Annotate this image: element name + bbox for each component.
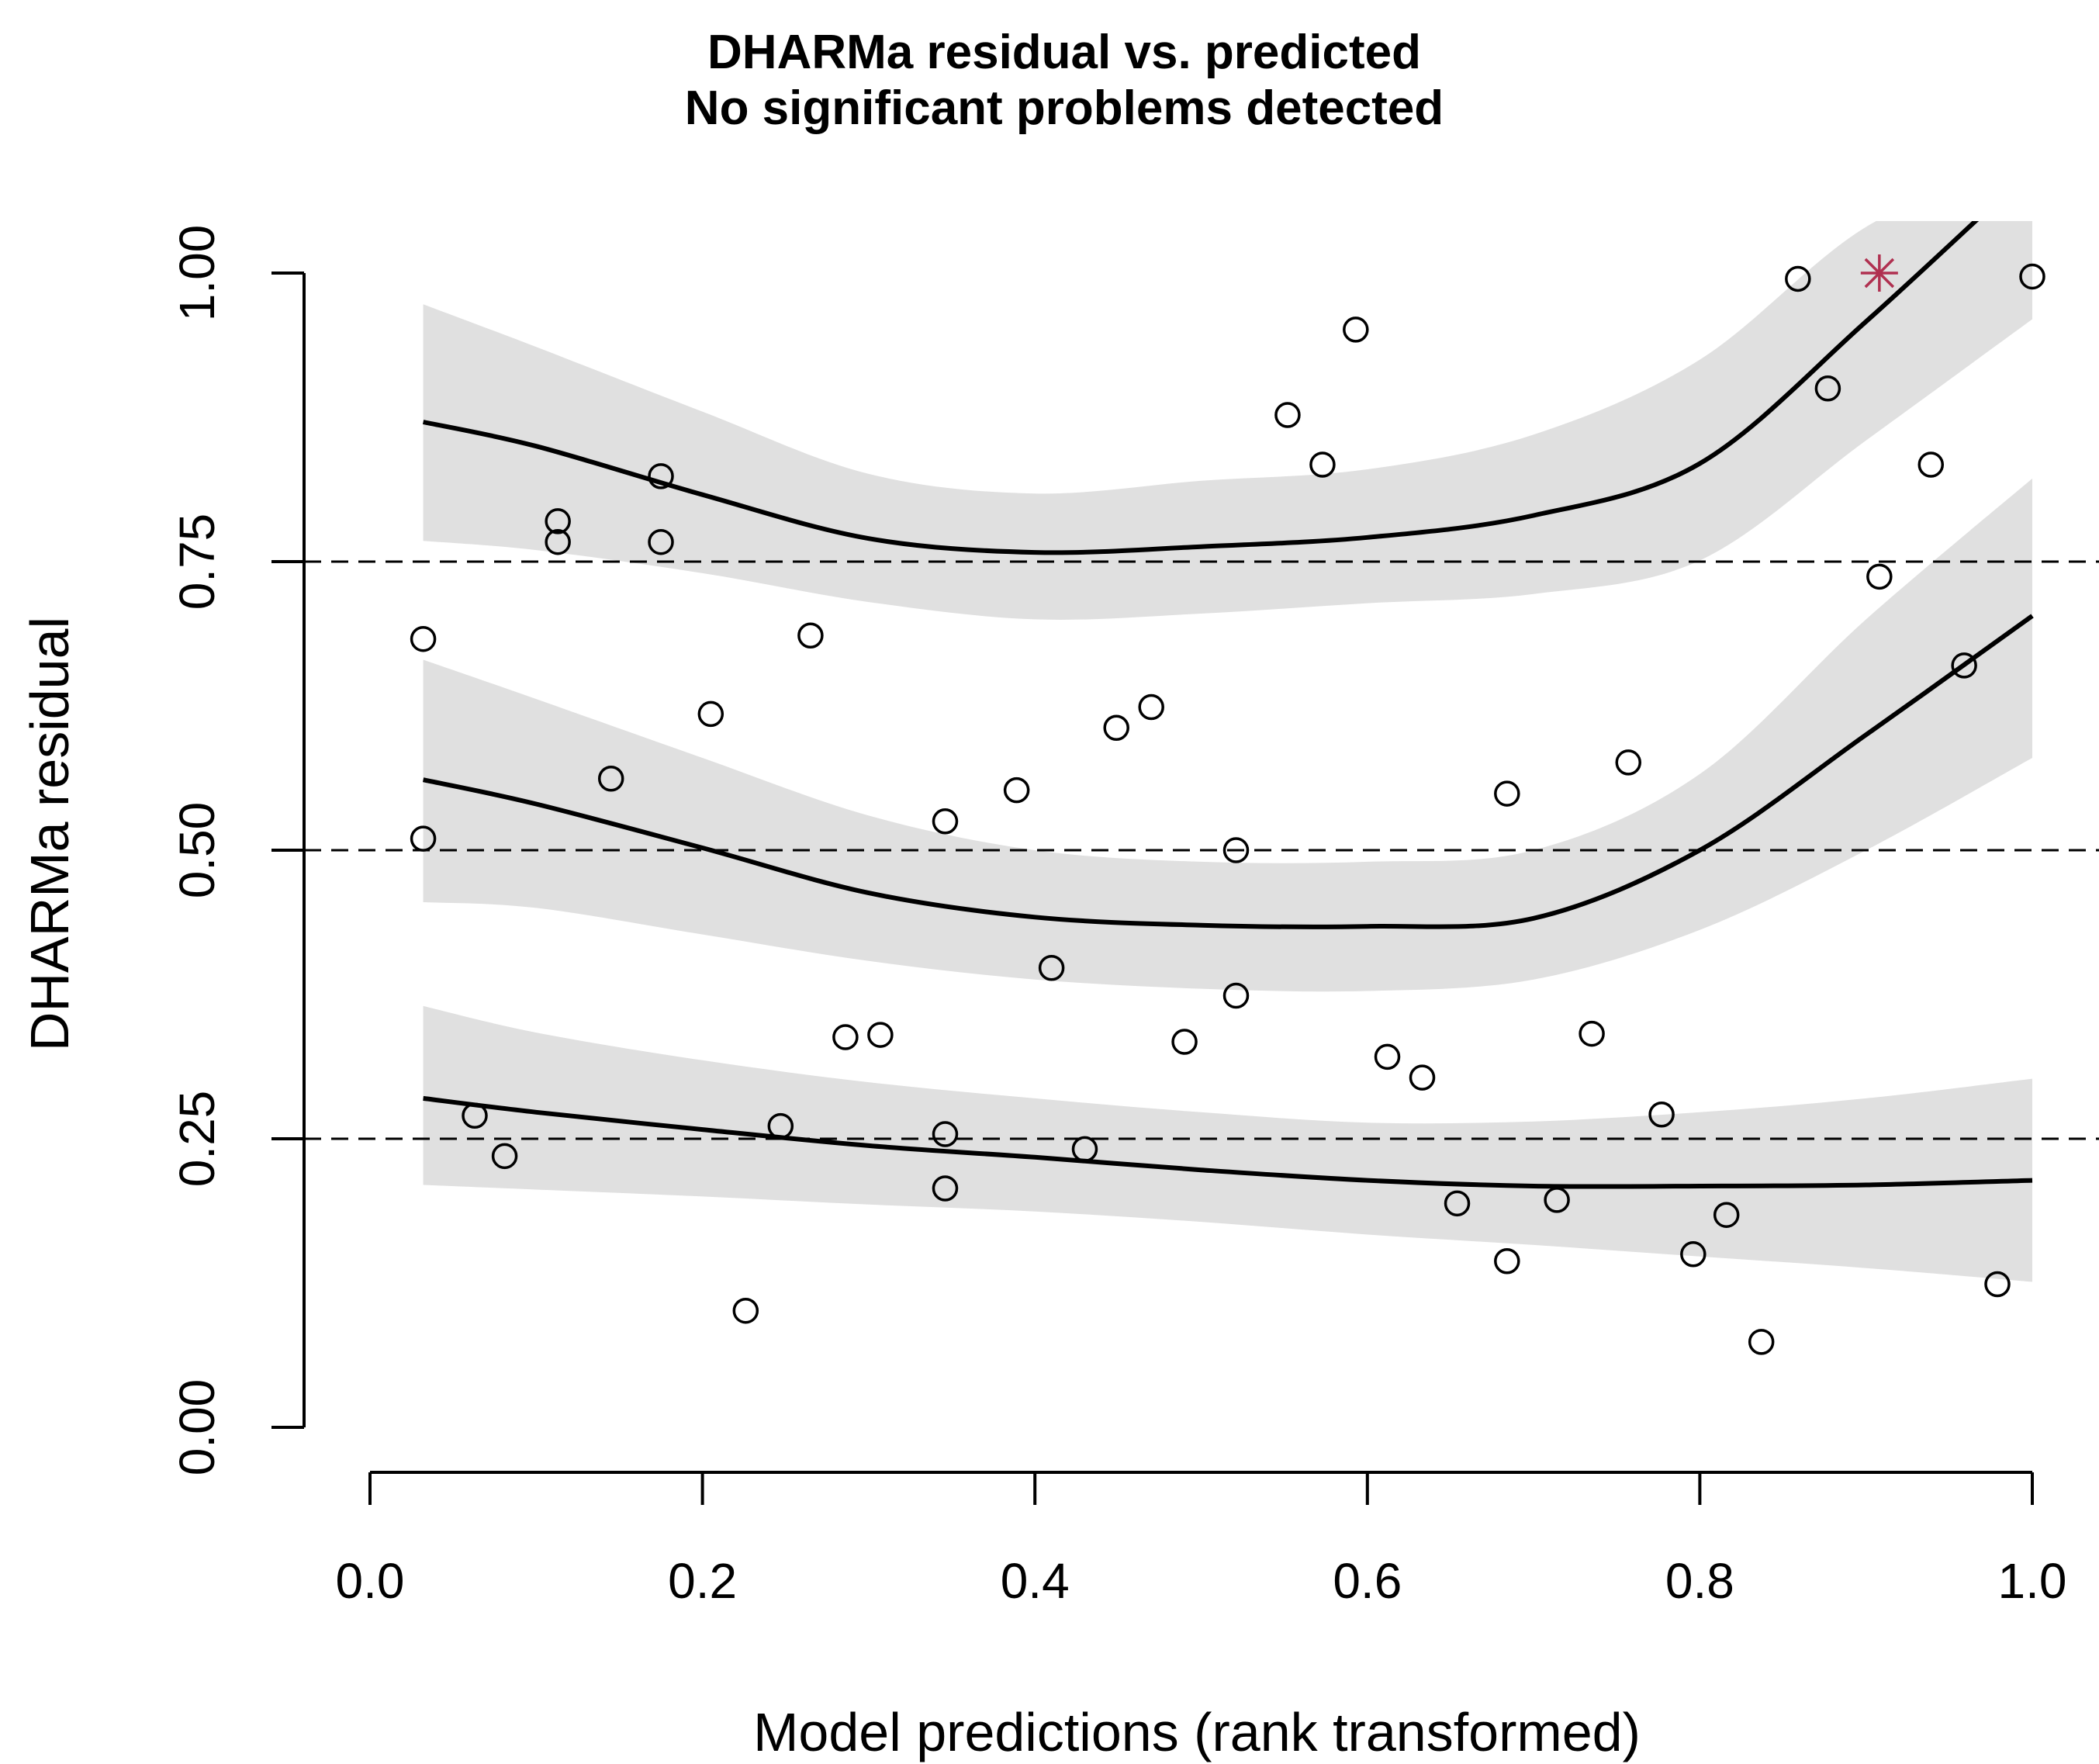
data-point bbox=[932, 1175, 959, 1202]
data-point bbox=[410, 625, 437, 652]
data-point bbox=[648, 528, 674, 555]
x-axis: 0.0 0.2 0.4 0.6 0.8 1.0 bbox=[336, 1471, 2067, 1609]
data-point bbox=[797, 622, 824, 649]
confidence-band-q0.5 bbox=[423, 478, 2032, 992]
data-point bbox=[1494, 780, 1520, 807]
x-tick-label: 0.8 bbox=[1665, 1553, 1734, 1609]
data-points bbox=[410, 263, 2045, 1355]
data-point bbox=[1544, 1187, 1570, 1213]
outlier-points bbox=[1860, 254, 1898, 292]
data-point bbox=[697, 700, 724, 728]
data-point bbox=[1274, 402, 1301, 428]
y-tick-label: 0.50 bbox=[169, 802, 225, 899]
data-point bbox=[1138, 693, 1164, 721]
data-point bbox=[648, 463, 674, 489]
quantile-curve-q0.75 bbox=[422, 221, 1980, 555]
data-point bbox=[1951, 652, 1977, 679]
x-tick-label: 1.0 bbox=[1998, 1553, 2067, 1609]
data-point bbox=[2019, 263, 2045, 290]
data-point bbox=[1222, 837, 1250, 863]
y-tick-label: 0.00 bbox=[169, 1379, 225, 1476]
data-point bbox=[1103, 714, 1129, 742]
data-point bbox=[1003, 777, 1030, 804]
data-point bbox=[1648, 1102, 1675, 1128]
data-point bbox=[597, 765, 624, 792]
x-tick-label: 0.0 bbox=[336, 1553, 405, 1609]
y-axis: 0.00 0.25 0.50 0.75 1.00 bbox=[169, 225, 306, 1476]
data-point bbox=[1409, 1064, 1436, 1091]
outlier-star bbox=[1860, 254, 1898, 292]
data-point bbox=[1444, 1190, 1471, 1217]
x-tick-label: 0.6 bbox=[1333, 1553, 1402, 1609]
data-point bbox=[1222, 982, 1250, 1009]
data-point bbox=[1494, 1247, 1520, 1275]
data-point bbox=[1713, 1202, 1740, 1228]
data-point bbox=[932, 808, 959, 835]
data-point bbox=[1814, 375, 1841, 402]
x-tick-label: 0.2 bbox=[668, 1553, 737, 1609]
data-point bbox=[932, 1121, 959, 1147]
data-point bbox=[410, 825, 437, 852]
y-tick-label: 1.00 bbox=[169, 225, 225, 322]
data-point bbox=[1680, 1241, 1707, 1268]
y-tick-label: 0.25 bbox=[169, 1091, 225, 1188]
data-point bbox=[462, 1102, 488, 1129]
data-point bbox=[1785, 265, 1811, 292]
data-point bbox=[1866, 563, 1893, 590]
quantile-curve-q0.25 bbox=[423, 1095, 2033, 1189]
data-point bbox=[1374, 1043, 1401, 1071]
x-axis-label: Model predictions (rank transformed) bbox=[753, 1702, 1641, 1762]
quantile-curve-q0.5 bbox=[422, 614, 2034, 929]
data-point bbox=[1038, 955, 1065, 981]
confidence-bands bbox=[423, 221, 2032, 1282]
data-point bbox=[1579, 1020, 1605, 1047]
data-point bbox=[1615, 749, 1642, 776]
x-tick-label: 0.4 bbox=[1001, 1553, 1070, 1609]
confidence-band-q0.75 bbox=[423, 221, 2032, 620]
data-point bbox=[491, 1143, 518, 1170]
chart-subtitle: No significant problems detected bbox=[685, 81, 1444, 135]
data-point bbox=[1171, 1029, 1198, 1055]
y-tick-label: 0.75 bbox=[169, 514, 225, 610]
quantile-curves bbox=[422, 221, 2034, 1189]
chart-title: DHARMa residual vs. predicted bbox=[707, 26, 1421, 79]
data-point bbox=[832, 1024, 859, 1050]
data-point bbox=[1343, 316, 1369, 343]
outlier-star-stroke bbox=[1864, 258, 1895, 289]
data-point bbox=[545, 508, 571, 534]
confidence-band-q0.25 bbox=[423, 1005, 2032, 1282]
data-point bbox=[1748, 1329, 1775, 1355]
data-point bbox=[732, 1297, 759, 1324]
data-point bbox=[545, 528, 571, 555]
data-point bbox=[767, 1112, 794, 1140]
data-point bbox=[867, 1022, 894, 1048]
y-axis-label: DHARMa residual bbox=[19, 617, 80, 1051]
data-point bbox=[1984, 1271, 2011, 1298]
reference-lines bbox=[304, 560, 2099, 1140]
data-point bbox=[1309, 451, 1336, 478]
data-point bbox=[1917, 451, 1945, 478]
data-point bbox=[1071, 1136, 1098, 1163]
